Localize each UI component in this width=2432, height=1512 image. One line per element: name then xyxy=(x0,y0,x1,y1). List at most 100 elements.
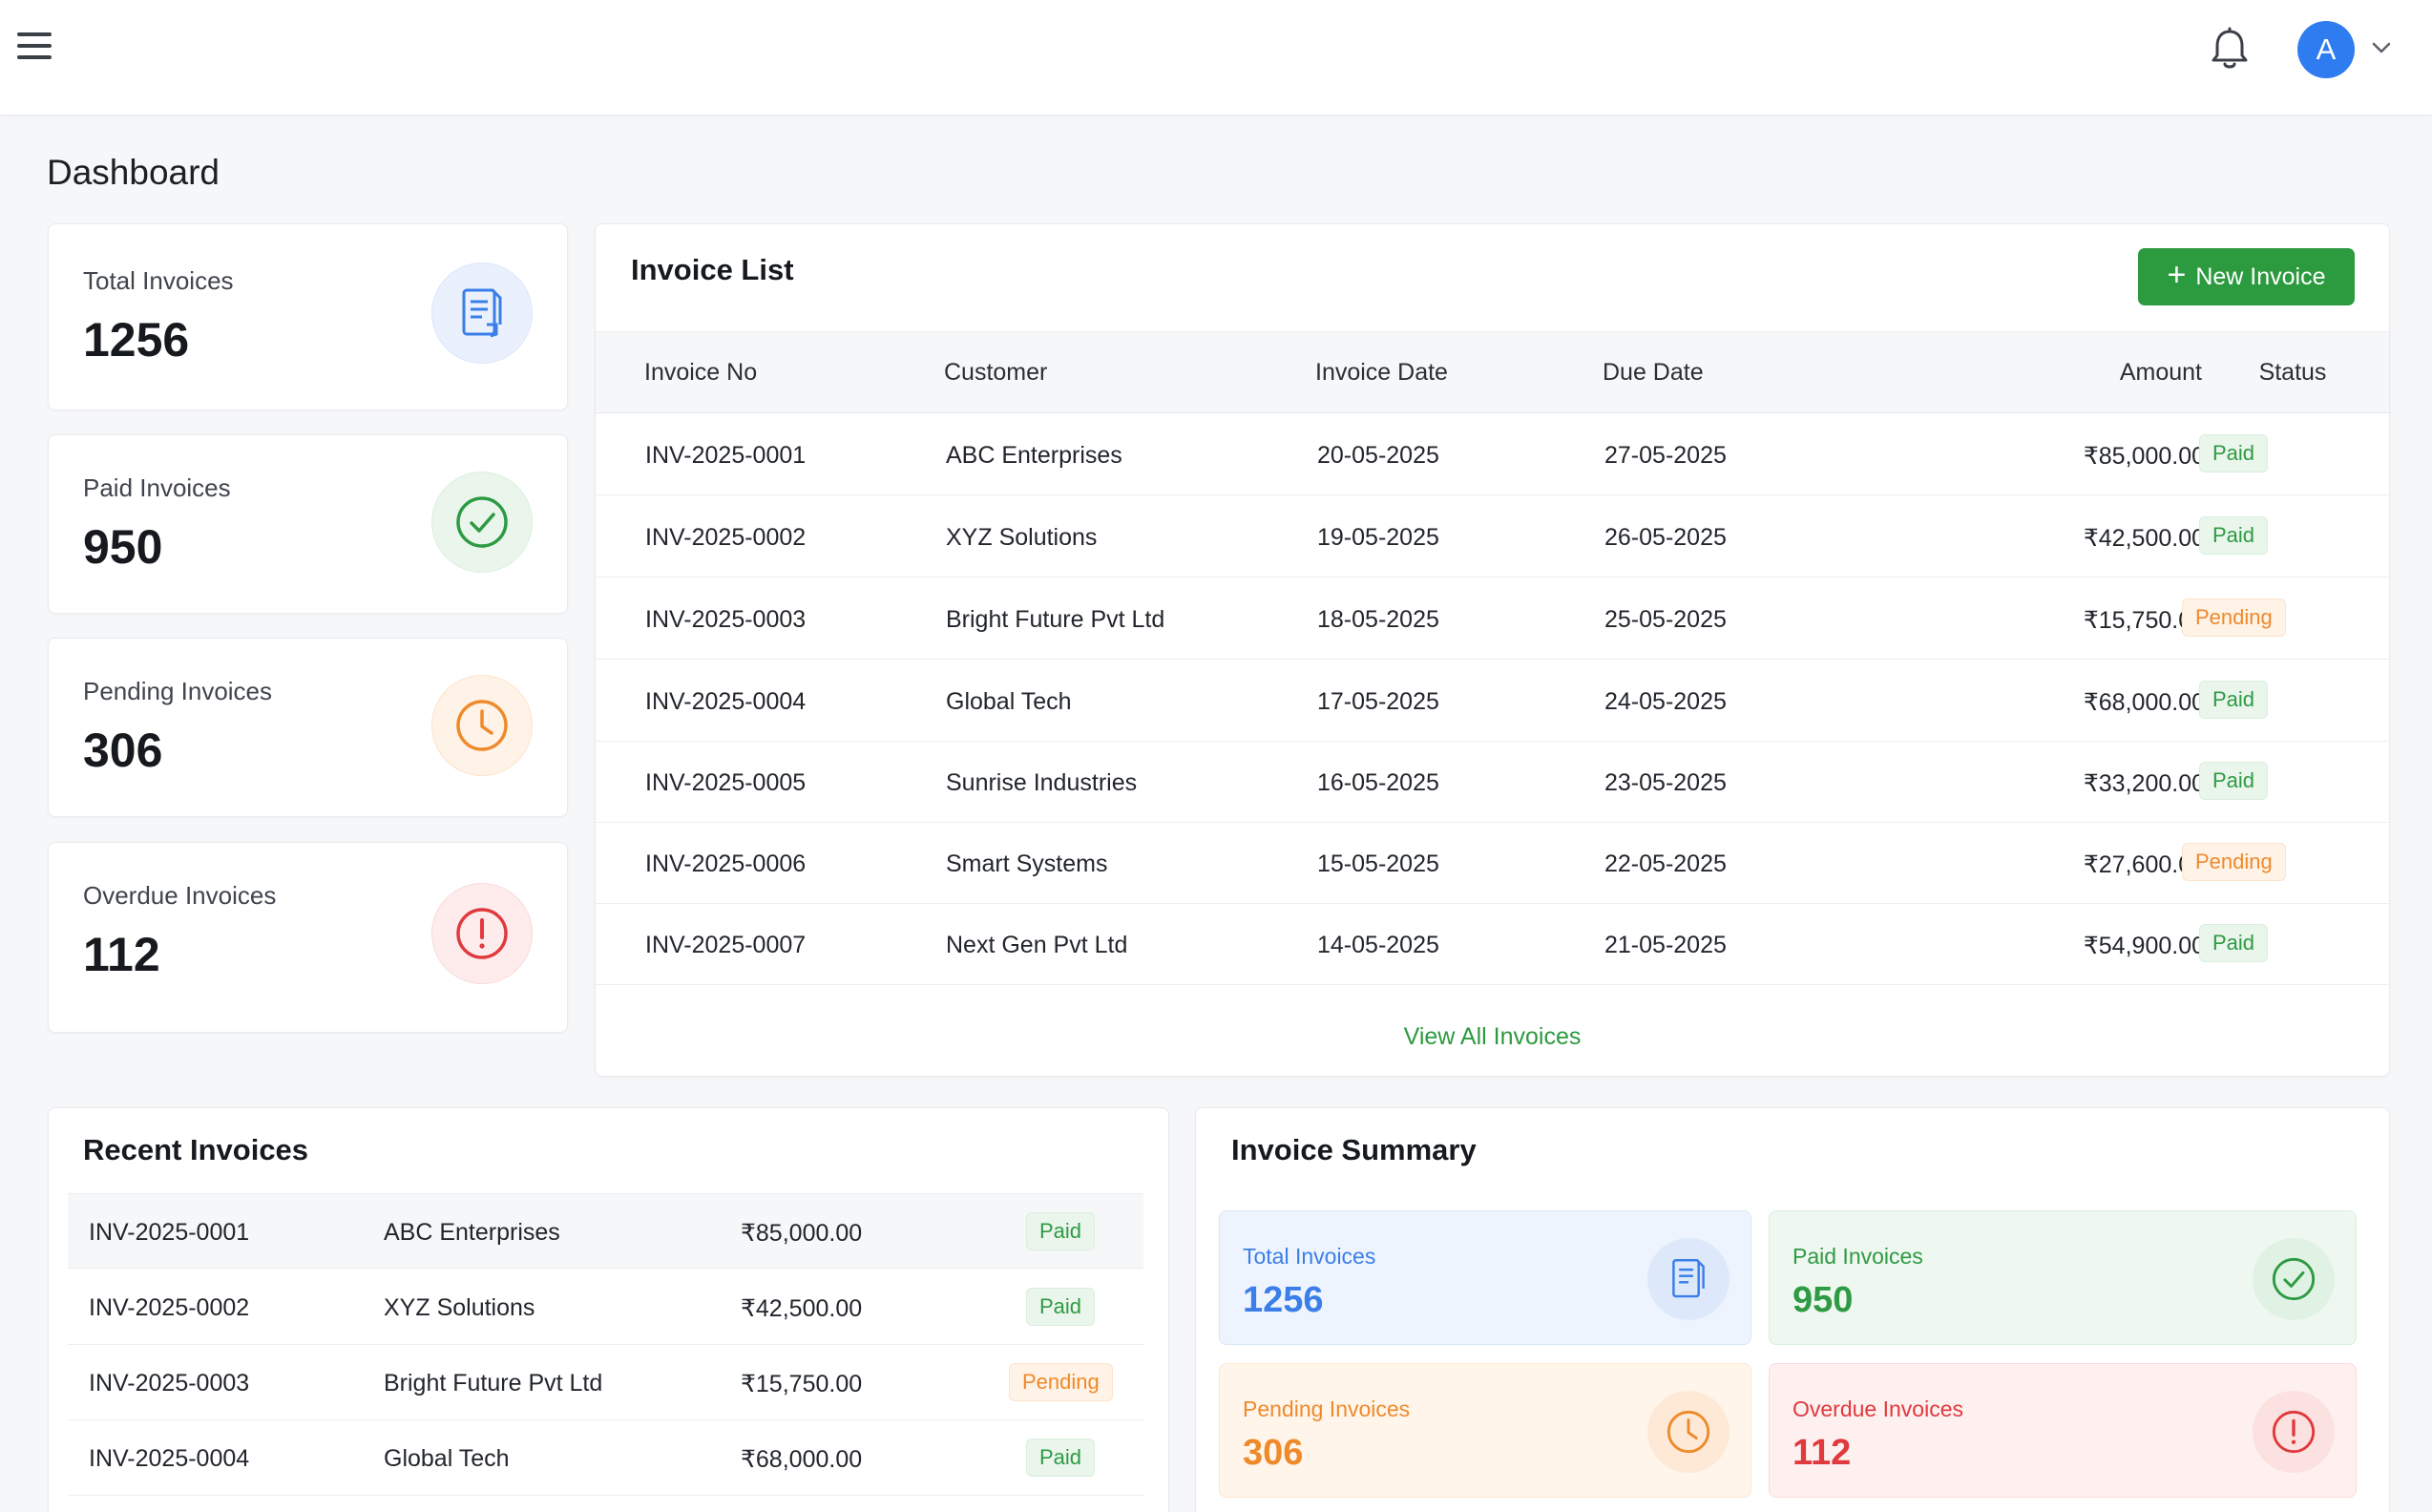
user-avatar[interactable]: A xyxy=(2297,21,2355,78)
invoice-date: 15-05-2025 xyxy=(1317,850,1439,877)
customer-name: ABC Enterprises xyxy=(384,1219,560,1246)
invoice-number[interactable]: INV-2025-0003 xyxy=(645,606,807,633)
status-badge: Pending xyxy=(2182,843,2286,881)
column-header[interactable]: Customer xyxy=(944,359,1048,386)
status-badge: Pending xyxy=(2182,598,2286,637)
list-item[interactable]: INV-2025-0001 ABC Enterprises ₹85,000.00 Pa… xyxy=(68,1193,1143,1269)
invoice-number[interactable]: INV-2025-0002 xyxy=(645,524,807,551)
invoice-date: 17-05-2025 xyxy=(1317,688,1439,715)
status-badge: Paid xyxy=(1026,1438,1096,1477)
customer-name: XYZ Solutions xyxy=(384,1294,535,1321)
customer-name: Next Gen Pvt Ltd xyxy=(946,932,1128,958)
table-row[interactable]: INV-2025-0006 Smart Systems 15-05-2025 22-0… xyxy=(596,822,2389,904)
status-badge: Paid xyxy=(2199,516,2269,555)
invoice-amount: ₹85,000.00 xyxy=(741,1220,863,1247)
table-row[interactable]: INV-2025-0004 Global Tech 17-05-2025 24-05-… xyxy=(596,660,2389,742)
notification-bell-icon[interactable] xyxy=(2209,27,2251,73)
invoice-number[interactable]: INV-2025-0004 xyxy=(645,688,807,715)
column-header[interactable]: Amount xyxy=(2119,359,2202,386)
alert-circle-icon xyxy=(2253,1391,2335,1473)
table-row[interactable]: INV-2025-0002 XYZ Solutions 19-05-2025 26-0… xyxy=(596,495,2389,578)
summary-overdue[interactable]: Overdue Invoices 112 xyxy=(1769,1363,2357,1498)
clock-icon xyxy=(431,675,533,776)
plus-icon: + xyxy=(2167,257,2187,293)
new-invoice-button[interactable]: + New Invoice xyxy=(2138,248,2355,305)
invoice-table-header: Invoice No Customer Invoice Date Due Dat… xyxy=(596,331,2389,413)
recent-invoices-title: Recent Invoices xyxy=(83,1133,309,1166)
column-header[interactable]: Invoice Date xyxy=(1315,359,1448,386)
customer-name: Sunrise Industries xyxy=(946,769,1138,796)
stat-card-pending: Pending Invoices 306 xyxy=(48,638,568,817)
invoice-number[interactable]: INV-2025-0003 xyxy=(89,1370,250,1396)
invoice-date: 18-05-2025 xyxy=(1317,606,1439,633)
summary-pending[interactable]: Pending Invoices 306 xyxy=(1219,1363,1751,1498)
list-item[interactable]: INV-2025-0004 Global Tech ₹68,000.00 Paid xyxy=(68,1420,1143,1496)
customer-name: XYZ Solutions xyxy=(946,524,1098,551)
summary-value: 112 xyxy=(1793,1433,1852,1473)
summary-total[interactable]: Total Invoices 1256 xyxy=(1219,1210,1751,1345)
status-badge: Paid xyxy=(1026,1288,1096,1326)
invoice-amount: ₹68,000.00 xyxy=(741,1446,863,1473)
check-circle-icon xyxy=(431,472,533,573)
stat-card-paid: Paid Invoices 950 xyxy=(48,434,568,614)
invoice-date: 19-05-2025 xyxy=(1317,524,1439,551)
summary-value: 950 xyxy=(1793,1280,1854,1320)
document-icon xyxy=(1647,1238,1730,1320)
table-row[interactable]: INV-2025-0005 Sunrise Industries 16-05-202… xyxy=(596,741,2389,823)
summary-label: Pending Invoices xyxy=(1243,1396,1411,1421)
invoice-number[interactable]: INV-2025-0002 xyxy=(89,1294,250,1321)
summary-paid[interactable]: Paid Invoices 950 xyxy=(1769,1210,2357,1345)
status-badge: Paid xyxy=(2199,434,2269,472)
column-header[interactable]: Invoice No xyxy=(644,359,758,386)
alert-circle-icon xyxy=(431,883,533,984)
invoice-number[interactable]: INV-2025-0001 xyxy=(89,1219,250,1246)
status-badge: Paid xyxy=(2199,681,2269,719)
view-all-invoices-link[interactable]: View All Invoices xyxy=(1403,1023,1582,1050)
summary-value: 1256 xyxy=(1243,1280,1324,1320)
invoice-amount: ₹15,750.00 xyxy=(741,1371,863,1397)
invoice-number[interactable]: INV-2025-0007 xyxy=(645,932,807,958)
invoice-amount: ₹42,500.00 xyxy=(2083,525,2205,552)
stat-label: Pending Invoices xyxy=(83,677,273,705)
customer-name: Bright Future Pvt Ltd xyxy=(384,1370,603,1396)
status-badge: Paid xyxy=(2199,924,2269,962)
table-row[interactable]: INV-2025-0003 Bright Future Pvt Ltd 18-05-… xyxy=(596,578,2389,660)
status-badge: Paid xyxy=(1026,1212,1096,1250)
stat-value: 1256 xyxy=(83,313,190,367)
invoice-number[interactable]: INV-2025-0004 xyxy=(89,1445,250,1472)
summary-label: Total Invoices xyxy=(1243,1244,1376,1269)
stat-label: Total Invoices xyxy=(83,266,234,295)
due-date: 26-05-2025 xyxy=(1604,524,1727,551)
stat-label: Paid Invoices xyxy=(83,473,231,502)
invoice-list-title: Invoice List xyxy=(631,253,794,286)
summary-label: Paid Invoices xyxy=(1793,1244,1923,1269)
hamburger-menu-icon[interactable] xyxy=(17,32,52,61)
due-date: 24-05-2025 xyxy=(1604,688,1727,715)
invoice-summary-title: Invoice Summary xyxy=(1231,1133,1477,1166)
invoice-amount: ₹42,500.00 xyxy=(741,1295,863,1322)
invoice-amount: ₹27,600.00 xyxy=(2083,851,2205,878)
due-date: 22-05-2025 xyxy=(1604,850,1727,877)
invoice-amount: ₹54,900.00 xyxy=(2083,933,2205,959)
list-item[interactable]: INV-2025-0003 Bright Future Pvt Ltd ₹15,75… xyxy=(68,1345,1143,1420)
invoice-number[interactable]: INV-2025-0005 xyxy=(645,769,807,796)
customer-name: Smart Systems xyxy=(946,850,1108,877)
chevron-down-icon[interactable] xyxy=(2371,40,2392,55)
invoice-amount: ₹68,000.00 xyxy=(2083,689,2205,716)
customer-name: Bright Future Pvt Ltd xyxy=(946,606,1165,633)
customer-name: Global Tech xyxy=(946,688,1072,715)
table-row[interactable]: INV-2025-0001 ABC Enterprises 20-05-2025 27… xyxy=(596,413,2389,495)
invoice-number[interactable]: INV-2025-0006 xyxy=(645,850,807,877)
list-item[interactable]: INV-2025-0002 XYZ Solutions ₹42,500.00 Paid xyxy=(68,1270,1143,1345)
stat-label: Overdue Invoices xyxy=(83,881,277,910)
invoice-date: 16-05-2025 xyxy=(1317,769,1439,796)
due-date: 23-05-2025 xyxy=(1604,769,1727,796)
stat-card-overdue: Overdue Invoices 112 xyxy=(48,842,568,1033)
invoice-list-panel: Invoice List + New Invoice Invoice No Cu… xyxy=(595,223,2390,1077)
column-header[interactable]: Due Date xyxy=(1603,359,1704,386)
invoice-number[interactable]: INV-2025-0001 xyxy=(645,442,807,469)
column-header[interactable]: Status xyxy=(2258,359,2327,386)
recent-invoices-panel: Recent Invoices INV-2025-0001 ABC Enterpr… xyxy=(48,1107,1169,1512)
table-row[interactable]: INV-2025-0007 Next Gen Pvt Ltd 14-05-2025 2… xyxy=(596,903,2389,985)
page-title: Dashboard xyxy=(47,153,220,192)
